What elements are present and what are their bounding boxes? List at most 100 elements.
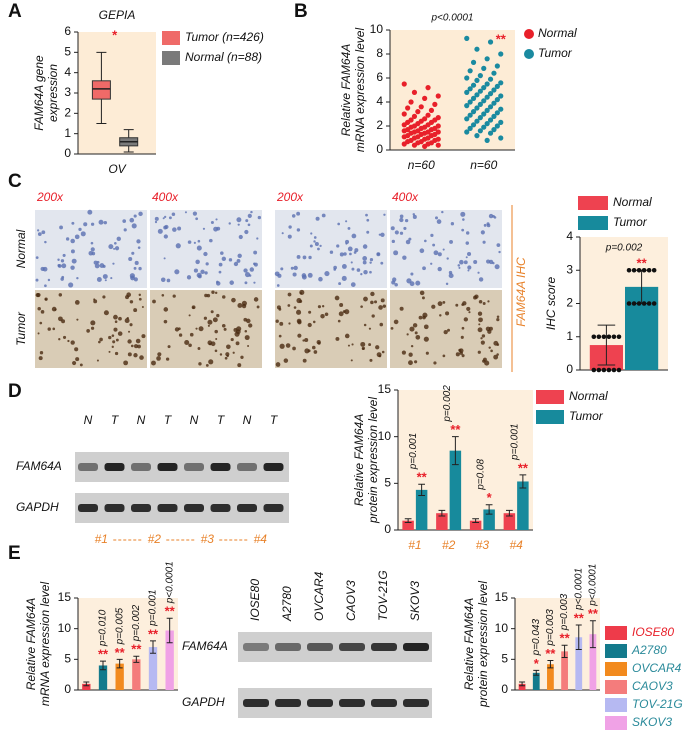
cell-nucleus [290, 266, 294, 270]
cell-nucleus [291, 214, 296, 218]
blot-band [243, 699, 269, 707]
data-point [474, 105, 480, 111]
blot-band [243, 643, 269, 651]
cell-nucleus [157, 228, 163, 234]
cell-nucleus [128, 256, 133, 262]
cell-nucleus [488, 213, 494, 219]
cell-nucleus [312, 345, 316, 350]
blot-band [275, 699, 301, 707]
significance: ** [545, 646, 556, 661]
cell-nucleus [344, 309, 350, 315]
p-value: p=0.043 [531, 619, 542, 657]
error-bar [547, 660, 554, 669]
data-point [498, 51, 504, 57]
cell-nucleus [347, 246, 353, 252]
cell-nucleus [130, 344, 134, 348]
lane-label: N [84, 413, 93, 427]
cell-nucleus [108, 335, 112, 340]
data-point [467, 86, 473, 92]
error-bar [116, 658, 123, 669]
y-axis-label: Relative FAM64A [24, 598, 38, 690]
p-value: p<0.0001 [573, 568, 584, 611]
cell-nucleus [58, 293, 63, 297]
cell-nucleus [487, 329, 492, 334]
cell-nucleus [457, 264, 461, 267]
significance: ** [588, 606, 599, 621]
cell-nucleus [250, 210, 253, 214]
data-point [487, 91, 494, 97]
blot-band [403, 643, 429, 651]
p-value: p<0.0001 [588, 564, 599, 607]
legend-label: Normal [613, 195, 652, 209]
cell-nucleus [393, 319, 399, 325]
cell-nucleus [337, 319, 341, 323]
data-point [596, 334, 602, 340]
blot-band [339, 699, 365, 707]
data-point [484, 81, 490, 87]
cell-nucleus [314, 241, 319, 246]
p-value: p=0.010 [98, 609, 109, 647]
cell-nucleus [253, 297, 259, 302]
cell-nucleus [94, 263, 100, 269]
blot-row-label: FAM64A [182, 639, 228, 653]
cell-nucleus [467, 269, 470, 272]
cell-nucleus [57, 264, 61, 267]
p-value: p=0.001 [408, 433, 419, 470]
blot-band [237, 463, 257, 471]
cell-nucleus [246, 318, 251, 324]
cell-nucleus [98, 219, 104, 225]
cell-nucleus [117, 331, 123, 336]
y-tick-label: 4 [64, 65, 71, 79]
lane-label: IOSE80 [248, 579, 262, 621]
cell-nucleus [296, 211, 301, 216]
cell-nucleus [382, 304, 387, 308]
cell-nucleus [44, 240, 47, 244]
cell-nucleus [123, 228, 127, 232]
y-axis-label: IHC score [544, 277, 558, 331]
cell-nucleus [237, 303, 243, 308]
data-point [467, 99, 473, 105]
ihc-image [275, 290, 387, 368]
y-tick-label: 1 [566, 329, 573, 343]
data-point [477, 128, 483, 134]
cell-nucleus [304, 338, 309, 343]
cell-nucleus [496, 318, 500, 322]
cell-nucleus [87, 209, 93, 215]
y-tick-label: 0 [501, 682, 508, 696]
significance: ** [450, 422, 461, 437]
y-axis-label: Relative FAM64A [462, 598, 476, 690]
cell-nucleus [350, 359, 353, 362]
cell-nucleus [256, 305, 260, 309]
legend-swatch [536, 410, 564, 424]
cell-nucleus [203, 316, 208, 320]
cell-nucleus [154, 216, 159, 221]
cell-nucleus [214, 349, 218, 353]
cell-nucleus [350, 261, 353, 264]
blot-band [157, 504, 178, 512]
legend-label: SKOV3 [632, 715, 672, 729]
y-tick-label: 3 [64, 85, 71, 99]
cell-nucleus [75, 357, 80, 362]
cell-nucleus [360, 341, 366, 347]
cell-nucleus [293, 306, 297, 309]
cell-nucleus [99, 263, 105, 269]
y-tick-label: 4 [376, 94, 383, 108]
cell-nucleus [163, 225, 168, 230]
cell-nucleus [41, 230, 46, 235]
blot-band [275, 643, 301, 651]
cell-nucleus [369, 261, 372, 264]
error-bar [561, 644, 568, 658]
data-point [464, 129, 470, 135]
data-point [494, 97, 500, 103]
cell-nucleus [362, 347, 365, 350]
significance: * [487, 490, 493, 505]
cell-nucleus [178, 333, 183, 337]
blot-band [184, 463, 204, 471]
cell-nucleus [449, 239, 453, 244]
cell-nucleus [256, 237, 259, 240]
cell-nucleus [244, 330, 248, 333]
cell-nucleus [198, 362, 202, 366]
cell-nucleus [408, 352, 413, 357]
cell-nucleus [304, 348, 310, 354]
cell-nucleus [285, 343, 291, 348]
